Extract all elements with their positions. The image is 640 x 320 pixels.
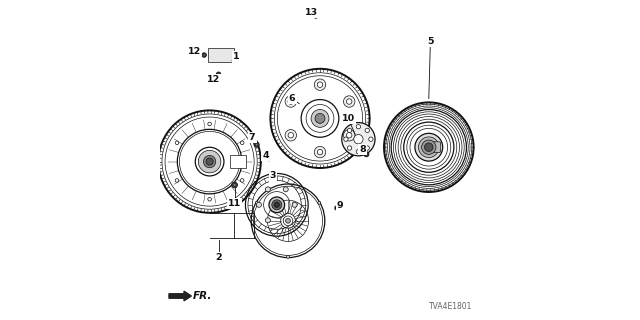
Circle shape bbox=[365, 153, 367, 156]
Circle shape bbox=[284, 218, 288, 223]
Text: 7: 7 bbox=[249, 133, 255, 142]
Text: 3: 3 bbox=[269, 172, 276, 180]
Circle shape bbox=[198, 150, 221, 173]
Circle shape bbox=[311, 109, 329, 127]
FancyBboxPatch shape bbox=[431, 142, 441, 153]
Circle shape bbox=[216, 72, 221, 76]
Circle shape bbox=[419, 137, 439, 157]
Circle shape bbox=[317, 82, 323, 87]
Circle shape bbox=[203, 54, 205, 56]
Circle shape bbox=[356, 149, 360, 154]
Circle shape bbox=[204, 156, 216, 168]
Text: FR.: FR. bbox=[193, 291, 212, 301]
Circle shape bbox=[344, 130, 355, 141]
Circle shape bbox=[266, 187, 270, 192]
Text: 4: 4 bbox=[262, 151, 269, 160]
Text: 10: 10 bbox=[342, 114, 355, 123]
Circle shape bbox=[348, 146, 352, 150]
Circle shape bbox=[424, 143, 433, 151]
Circle shape bbox=[285, 130, 296, 141]
Circle shape bbox=[218, 73, 220, 76]
Circle shape bbox=[285, 96, 296, 107]
Circle shape bbox=[232, 182, 237, 188]
Circle shape bbox=[317, 149, 323, 155]
FancyBboxPatch shape bbox=[230, 155, 246, 168]
Circle shape bbox=[274, 202, 280, 207]
Text: 2: 2 bbox=[215, 253, 222, 262]
Circle shape bbox=[288, 132, 294, 138]
Circle shape bbox=[292, 202, 297, 207]
Circle shape bbox=[342, 123, 375, 156]
Circle shape bbox=[365, 128, 369, 132]
Text: 6: 6 bbox=[289, 94, 296, 103]
Circle shape bbox=[336, 207, 338, 209]
Circle shape bbox=[364, 152, 369, 157]
Circle shape bbox=[415, 133, 443, 161]
Text: 5: 5 bbox=[427, 37, 434, 46]
Circle shape bbox=[287, 255, 289, 258]
Polygon shape bbox=[169, 291, 191, 301]
Circle shape bbox=[344, 137, 348, 141]
Circle shape bbox=[233, 183, 236, 186]
Circle shape bbox=[369, 137, 373, 141]
Circle shape bbox=[208, 197, 211, 201]
Circle shape bbox=[175, 141, 179, 145]
Text: 11: 11 bbox=[228, 199, 241, 208]
Circle shape bbox=[335, 206, 339, 210]
FancyBboxPatch shape bbox=[207, 48, 234, 62]
Circle shape bbox=[175, 179, 179, 182]
Circle shape bbox=[318, 201, 321, 204]
Text: 12: 12 bbox=[207, 76, 220, 84]
Circle shape bbox=[315, 113, 325, 123]
Circle shape bbox=[255, 201, 258, 204]
Circle shape bbox=[206, 158, 213, 165]
Circle shape bbox=[365, 146, 369, 150]
Circle shape bbox=[266, 218, 270, 223]
Circle shape bbox=[346, 99, 352, 104]
Circle shape bbox=[285, 219, 291, 223]
Circle shape bbox=[269, 197, 285, 213]
Circle shape bbox=[208, 122, 211, 126]
Circle shape bbox=[284, 216, 292, 226]
Circle shape bbox=[254, 142, 259, 147]
Circle shape bbox=[288, 99, 294, 104]
Text: 12: 12 bbox=[188, 47, 201, 56]
Circle shape bbox=[241, 141, 244, 145]
Circle shape bbox=[272, 200, 282, 210]
Text: 9: 9 bbox=[337, 201, 344, 210]
Circle shape bbox=[314, 147, 326, 158]
Circle shape bbox=[348, 128, 352, 132]
Text: TVA4E1801: TVA4E1801 bbox=[429, 302, 472, 311]
Circle shape bbox=[356, 124, 360, 129]
Circle shape bbox=[314, 79, 326, 90]
Circle shape bbox=[315, 15, 317, 17]
Text: 8: 8 bbox=[359, 145, 366, 154]
Text: 1: 1 bbox=[233, 52, 239, 61]
Text: 13: 13 bbox=[305, 8, 318, 17]
Circle shape bbox=[284, 187, 288, 192]
Circle shape bbox=[202, 53, 206, 57]
Circle shape bbox=[344, 96, 355, 107]
Circle shape bbox=[255, 143, 258, 146]
Circle shape bbox=[422, 140, 436, 154]
Circle shape bbox=[257, 202, 261, 207]
Circle shape bbox=[354, 134, 363, 144]
Circle shape bbox=[241, 179, 244, 182]
Circle shape bbox=[346, 132, 352, 138]
Circle shape bbox=[314, 14, 318, 18]
